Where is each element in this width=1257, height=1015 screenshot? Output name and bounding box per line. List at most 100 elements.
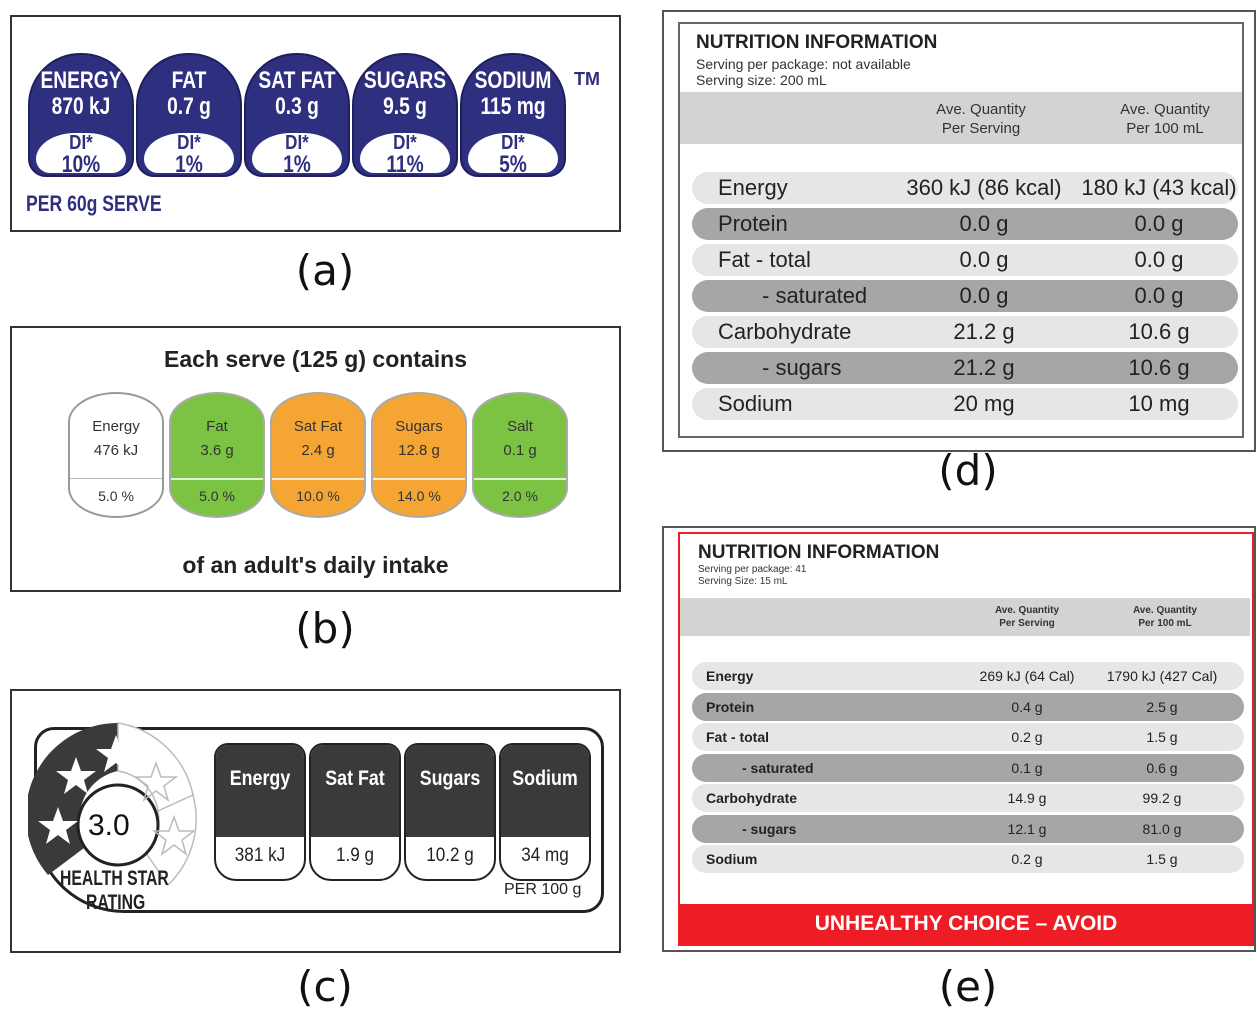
hsr-label-line2: RATING <box>86 891 146 914</box>
per-100-value: 0.0 g <box>1134 283 1184 308</box>
nutrient-name: - sugars <box>762 355 842 380</box>
panel-a-daily-intake-label: ENERGY 870 kJ DI* 10% FAT 0.7 g DI* 1% SAT FAT 0.… <box>10 15 621 232</box>
star-rating-value: 3.0 <box>88 809 130 842</box>
panel-b-footer: of an adult's daily intake <box>182 552 449 578</box>
per-100-value: 1.5 g <box>1146 729 1178 745</box>
nutrient-name: Fat - total <box>706 729 769 745</box>
di-badge-value: 115 mg <box>480 93 546 120</box>
star-icon <box>56 757 96 794</box>
panel-e-red-frame <box>678 532 1254 946</box>
star-outline-icon <box>133 760 179 802</box>
per-100-value: 0.0 g <box>1134 247 1184 272</box>
warning-text: UNHEALTHY CHOICE – AVOID <box>814 912 1118 935</box>
panel-d-title: NUTRITION INFORMATION <box>696 32 938 53</box>
caption-a: (a) <box>295 246 355 295</box>
nutrient-name: Energy <box>718 175 788 200</box>
di-badge-percent: 10% <box>61 151 101 178</box>
per-serving-value: 20 mg <box>953 391 1015 416</box>
per-100-value: 1.5 g <box>1146 851 1178 867</box>
nutrient-name: - saturated <box>742 759 814 776</box>
hsr-nutrient: Sodium 34 mg <box>499 743 591 881</box>
panel-d-header-band <box>680 92 1242 144</box>
per-100-value: 10 mg <box>1128 391 1190 416</box>
panel-b-guideline-daily-amounts: Each serve (125 g) contains Energy 476 kJ… <box>10 326 621 592</box>
gda-badge-percent: 5.0 % <box>199 488 235 504</box>
gda-badge-value: 0.1 g <box>503 442 537 459</box>
gda-badge-percent: 10.0 % <box>296 488 340 504</box>
panel-b-title: Each serve (125 g) contains <box>164 346 467 372</box>
per-100-value: 2.5 g <box>1146 698 1178 715</box>
per-serving-value: 21.2 g <box>953 319 1015 344</box>
gda-badge-divider <box>272 478 364 480</box>
hsr-nutrient-name: Sugars <box>419 767 481 790</box>
nutrient-name: - saturated <box>762 283 868 308</box>
hsr-nutrient: Sat Fat 1.9 g <box>309 743 401 881</box>
gda-badge-divider <box>70 478 162 479</box>
di-badge-name: FAT <box>171 67 207 94</box>
di-badge-lower <box>252 133 342 173</box>
nutrient-name: Sodium <box>718 391 793 416</box>
gda-badge-name: Salt <box>507 418 533 435</box>
gda-badge-name: Sugars <box>395 418 443 435</box>
panel-e-title: NUTRITION INFORMATION <box>698 542 940 563</box>
table-row-background <box>692 662 1244 690</box>
gda-badge-name: Energy <box>92 418 140 435</box>
gda-badge-name: Sat Fat <box>293 418 343 435</box>
per-100-value: 10.6 g <box>1128 355 1190 380</box>
hsr-nutrient-name: Sodium <box>512 767 578 790</box>
per-serving-value: 0.1 g <box>1011 759 1043 776</box>
panel-e-serving-size: Serving Size: 15 mL <box>698 576 788 587</box>
caption-d: (d) <box>938 446 998 495</box>
panel-d-nutrition-information: NUTRITION INFORMATION Serving per packag… <box>662 10 1256 452</box>
di-badge-percent: 1% <box>283 151 311 178</box>
di-badge: SUGARS 9.5 g DI* 11% <box>352 53 458 178</box>
table-row-background <box>692 280 1238 312</box>
caption-c: (c) <box>297 962 353 1011</box>
di-badge: SODIUM 115 mg DI* 5% <box>460 53 566 178</box>
hsr-nutrient-value: 10.2 g <box>426 845 474 866</box>
per-serving-value: 21.2 g <box>953 355 1015 380</box>
gda-badge-name: Fat <box>206 418 228 435</box>
table-row-background <box>692 692 1244 721</box>
nutrient-name: Protein <box>718 211 788 236</box>
star-dial <box>28 722 197 887</box>
table-row-background <box>692 723 1244 751</box>
hsr-nutrient-value: 34 mg <box>521 845 569 866</box>
table-row-background <box>692 784 1244 812</box>
table-row-background <box>692 352 1238 384</box>
table-row-background <box>692 814 1244 843</box>
hsr-nutrient-name: Sat Fat <box>325 767 385 790</box>
serve-size-label: PER 60g SERVE <box>26 191 162 216</box>
hsr-nutrient-value: 1.9 g <box>335 845 375 866</box>
panel-c-health-star-rating: 3.0 HEALTH STAR RATING Energy 381 kJ Sat F… <box>10 689 621 953</box>
di-badge: ENERGY 870 kJ DI* 10% <box>28 53 134 178</box>
star-icon <box>96 735 136 772</box>
hsr-nutrient-head <box>216 745 304 837</box>
per-serving-value: 269 kJ (64 Cal) <box>979 668 1075 684</box>
di-badge-value: 870 kJ <box>51 93 111 120</box>
di-badge-lower <box>468 133 558 173</box>
di-badge-name: SODIUM <box>474 67 552 94</box>
panel-d-inner <box>678 22 1244 438</box>
star-outline-icon <box>151 814 197 856</box>
di-badge-di-label: DI* <box>501 132 525 154</box>
table-row-background <box>692 244 1238 276</box>
table-row-background <box>692 208 1238 240</box>
per-serving-value: 14.9 g <box>1007 790 1047 806</box>
di-badge: SAT FAT 0.3 g DI* 1% <box>244 53 350 178</box>
di-badge-di-label: DI* <box>177 132 201 154</box>
panel-e-nutrition-information-warning: NUTRITION INFORMATION Serving per packag… <box>662 526 1256 952</box>
gda-badge: Fat 3.6 g 5.0 % <box>169 392 265 518</box>
per-serving-value: 0.0 g <box>959 283 1009 308</box>
gda-badge-divider <box>373 478 465 480</box>
per-serving-value: 0.4 g <box>1011 698 1043 715</box>
gda-badge-value: 3.6 g <box>200 442 234 459</box>
di-badge: FAT 0.7 g DI* 1% <box>136 53 242 178</box>
per-100-value: 0.0 g <box>1134 211 1184 236</box>
gda-badge-value: 2.4 g <box>301 442 335 459</box>
di-badge-percent: 5% <box>499 151 527 178</box>
panel-d-col2-header: Ave. Quantity Per 100 mL <box>1120 101 1210 137</box>
di-badge-lower <box>360 133 450 173</box>
panel-e-header-band <box>680 598 1250 636</box>
table-row-background <box>692 388 1238 420</box>
